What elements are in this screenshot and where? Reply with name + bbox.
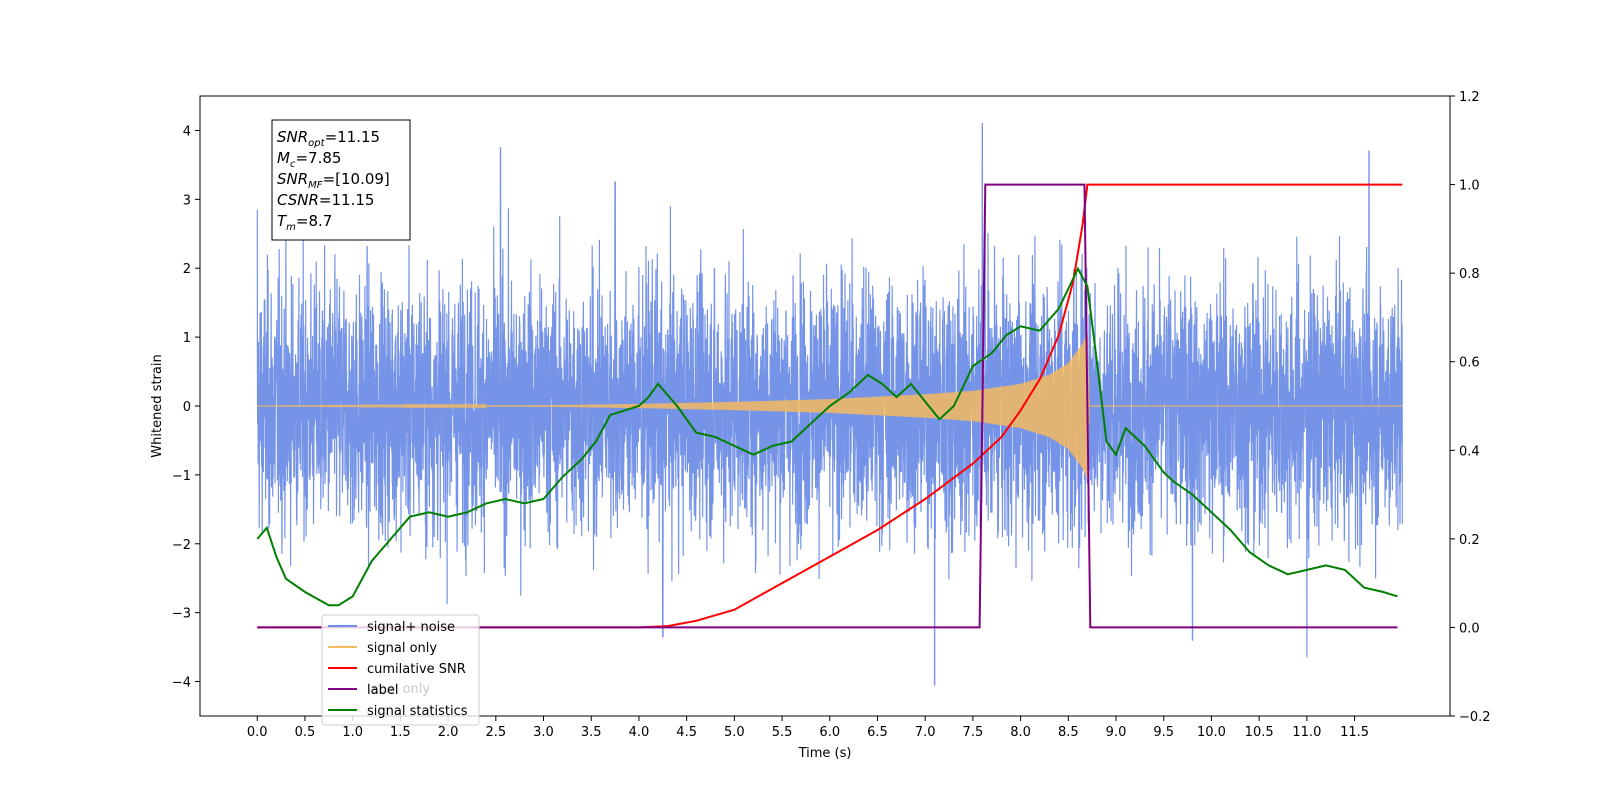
x-tick-label: 7.5 <box>963 725 984 740</box>
x-tick-label: 9.5 <box>1153 725 1174 740</box>
y-tick-label: 1 <box>183 331 191 346</box>
x-tick-label: 5.5 <box>772 725 793 740</box>
x-tick-label: 9.0 <box>1106 725 1127 740</box>
annotation-frame <box>271 119 411 241</box>
x-tick-label: 3.5 <box>581 725 602 740</box>
legend-label: cumilative SNR <box>367 662 466 677</box>
x-tick-label: 1.5 <box>390 725 411 740</box>
x-axis-label: Time (s) <box>798 746 852 761</box>
x-tick-label: 5.0 <box>724 725 745 740</box>
x-tick-label: 3.0 <box>533 725 554 740</box>
y-axis-ticks: 4 3 2 1 0 −1 −2 −3 −4 <box>172 124 200 691</box>
x-tick-label: 4.5 <box>676 725 697 740</box>
y2-tick-label: 1.2 <box>1459 90 1480 105</box>
x-tick-label: 7.0 <box>915 725 936 740</box>
y2-axis-ticks: 1.2 1.0 0.8 0.6 0.4 0.2 0.0 −0.2 <box>1450 90 1491 725</box>
series-cumulative-snr <box>257 183 1403 629</box>
x-tick-label: 2.0 <box>438 725 459 740</box>
y2-tick-label: −0.2 <box>1459 710 1491 725</box>
legend-label: signal+ noise <box>367 620 455 635</box>
x-tick-label: 6.0 <box>819 725 840 740</box>
y-tick-label: −3 <box>172 607 191 622</box>
x-tick-label: 8.0 <box>1010 725 1031 740</box>
series-label <box>257 183 1398 629</box>
y-tick-label: 2 <box>183 262 191 277</box>
legend-label: signal only <box>367 641 437 656</box>
x-tick-label: 8.5 <box>1058 725 1079 740</box>
x-tick-label: 11.0 <box>1292 725 1321 740</box>
series-signal-statistics <box>256 266 1398 607</box>
annotation-line: CSNR=11.15 <box>277 191 374 209</box>
signal-statistics-line <box>256 266 1398 607</box>
x-tick-label: 4.0 <box>629 725 650 740</box>
y2-tick-label: 0.0 <box>1459 621 1480 636</box>
signal-plus-noise-line <box>256 123 1403 686</box>
x-tick-label: 0.5 <box>295 725 316 740</box>
x-tick-label: 2.5 <box>485 725 506 740</box>
x-tick-label: 11.5 <box>1340 725 1369 740</box>
y-axis-label: Whitened strain <box>150 354 165 457</box>
y-tick-label: 0 <box>183 400 191 415</box>
y2-tick-label: 0.8 <box>1459 267 1480 282</box>
cumulative-snr-line <box>257 183 1403 629</box>
x-tick-label: 1.0 <box>342 725 363 740</box>
legend: label only signal+ noise signal only cumila… <box>321 614 480 726</box>
stats-annotation-box: SNRopt=11.15Mc=7.85SNRMF=[10.09]CSNR=11.… <box>271 119 411 241</box>
y2-tick-label: 1.0 <box>1459 179 1480 194</box>
y-tick-label: 4 <box>183 124 191 139</box>
y-tick-label: −2 <box>172 538 191 553</box>
legend-frame <box>321 614 480 726</box>
x-axis-ticks: 0.0 0.5 1.0 1.5 2.0 2.5 3.0 3.5 4.0 4.5 5.0 5.5 6.0 6… <box>247 716 1369 740</box>
series-signal-plus-noise <box>256 123 1403 686</box>
x-tick-label: 10.0 <box>1197 725 1226 740</box>
annotation-line: SNRopt=11.15 <box>277 128 380 149</box>
legend-ghost-label: label only <box>367 682 430 697</box>
series-signal-only <box>257 333 1403 478</box>
x-tick-label: 10.5 <box>1245 725 1274 740</box>
annotation-line: Tm=8.7 <box>277 212 332 233</box>
label-line <box>257 183 1398 629</box>
y-tick-label: −4 <box>172 676 191 691</box>
legend-label: signal statistics <box>367 704 468 719</box>
y-tick-label: −1 <box>172 469 191 484</box>
y2-tick-label: 0.2 <box>1459 533 1480 548</box>
x-tick-label: 0.0 <box>247 725 268 740</box>
y2-tick-label: 0.4 <box>1459 444 1480 459</box>
y-tick-label: 3 <box>183 193 191 208</box>
annotation-line: SNRMF=[10.09] <box>277 170 390 191</box>
plot-area <box>256 123 1403 686</box>
x-tick-label: 6.5 <box>867 725 888 740</box>
y2-tick-label: 0.6 <box>1459 356 1480 371</box>
signal-only-line <box>257 333 1403 478</box>
annotation-line: Mc=7.85 <box>277 149 341 170</box>
legend-label: label <box>367 683 398 698</box>
